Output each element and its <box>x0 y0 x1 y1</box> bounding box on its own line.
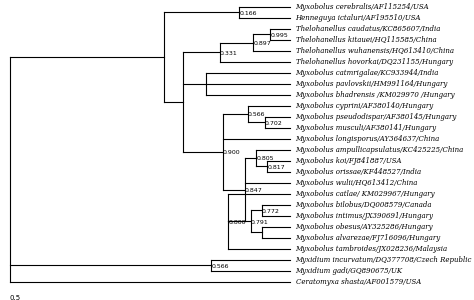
Text: 0.805: 0.805 <box>256 157 274 161</box>
Text: Thelohanellus hovorkai/DQ231155/Hungary: Thelohanellus hovorkai/DQ231155/Hungary <box>295 58 453 66</box>
Text: 0.800: 0.800 <box>228 220 246 225</box>
Text: 0.566: 0.566 <box>211 264 229 269</box>
Text: 0.331: 0.331 <box>220 51 237 56</box>
Text: 0.847: 0.847 <box>245 188 263 193</box>
Text: 0.5: 0.5 <box>10 295 21 300</box>
Text: Ceratomyxa shasta/AF001579/USA: Ceratomyxa shasta/AF001579/USA <box>295 278 421 286</box>
Text: Thelohanellus caudatus/KC865607/India: Thelohanellus caudatus/KC865607/India <box>295 25 440 33</box>
Text: Myxobolus tambroides/JX028236/Malaysia: Myxobolus tambroides/JX028236/Malaysia <box>295 245 447 253</box>
Text: Myxobolus koi/FJ841887/USA: Myxobolus koi/FJ841887/USA <box>295 157 402 165</box>
Text: Myxidium gadi/GQ890675/UK: Myxidium gadi/GQ890675/UK <box>295 267 402 275</box>
Text: 0.817: 0.817 <box>267 165 285 170</box>
Text: Myxobolus musculi/AF380141/Hungary: Myxobolus musculi/AF380141/Hungary <box>295 124 437 132</box>
Text: 0.995: 0.995 <box>270 33 288 38</box>
Text: Myxobolus pseudodispar/AF380145/Hungary: Myxobolus pseudodispar/AF380145/Hungary <box>295 113 457 121</box>
Text: Myxobolus bilobus/DQ008579/Canada: Myxobolus bilobus/DQ008579/Canada <box>295 201 432 209</box>
Text: Myxobolus orissae/KF448527/India: Myxobolus orissae/KF448527/India <box>295 168 422 176</box>
Text: Henneguya ictaluri/AF195510/USA: Henneguya ictaluri/AF195510/USA <box>295 14 421 22</box>
Text: 0.166: 0.166 <box>239 11 257 16</box>
Text: Myxobolus bhadrensis /KM029970 /Hungary: Myxobolus bhadrensis /KM029970 /Hungary <box>295 91 455 99</box>
Text: 0.900: 0.900 <box>223 150 240 155</box>
Text: Myxobolus alvarezae/FJ716096/Hungary: Myxobolus alvarezae/FJ716096/Hungary <box>295 234 441 242</box>
Text: Thelohanellus wuhanensis/HQ613410/China: Thelohanellus wuhanensis/HQ613410/China <box>295 47 454 55</box>
Text: 0.897: 0.897 <box>254 41 271 46</box>
Text: Myxobolus ampullicapsulatus/KC425225/China: Myxobolus ampullicapsulatus/KC425225/Chi… <box>295 146 464 154</box>
Text: Myxidium incurvatum/DQ377708/Czech Republic: Myxidium incurvatum/DQ377708/Czech Repub… <box>295 256 472 264</box>
Text: Myxobolus intimus/JX390691/Hungary: Myxobolus intimus/JX390691/Hungary <box>295 212 434 220</box>
Text: Myxobolus obesus/AY325286/Hungary: Myxobolus obesus/AY325286/Hungary <box>295 223 433 231</box>
Text: 0.702: 0.702 <box>264 121 283 126</box>
Text: Myxobolus catlae/ KM029967/Hungary: Myxobolus catlae/ KM029967/Hungary <box>295 190 435 198</box>
Text: Thelohanellus kitauei/HQ115585/China: Thelohanellus kitauei/HQ115585/China <box>295 36 436 44</box>
Text: 0.566: 0.566 <box>248 112 265 118</box>
Text: Myxobolus wulii/HQ613412/China: Myxobolus wulii/HQ613412/China <box>295 179 418 187</box>
Text: Myxobolus cerebralis/AF115254/USA: Myxobolus cerebralis/AF115254/USA <box>295 3 429 11</box>
Text: Myxobolus catmrigalae/KC933944/India: Myxobolus catmrigalae/KC933944/India <box>295 69 439 77</box>
Text: Myxobolus cyprini/AF380140/Hungary: Myxobolus cyprini/AF380140/Hungary <box>295 102 434 110</box>
Text: 0.791: 0.791 <box>251 220 268 225</box>
Text: Myxobolus pavlovskii/HM991164/Hungary: Myxobolus pavlovskii/HM991164/Hungary <box>295 80 448 88</box>
Text: 0.772: 0.772 <box>262 209 280 214</box>
Text: Myxobolus longisporus/AY364637/China: Myxobolus longisporus/AY364637/China <box>295 135 440 143</box>
